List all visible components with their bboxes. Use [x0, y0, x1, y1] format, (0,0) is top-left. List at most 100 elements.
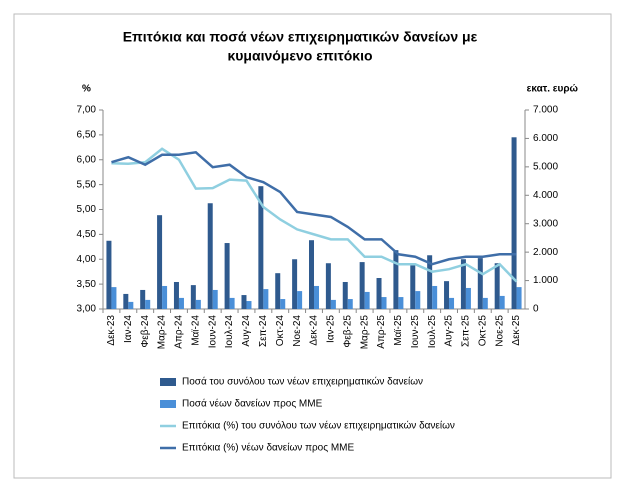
x-tick-label: Οκτ-24 — [275, 315, 286, 347]
bar — [297, 291, 303, 309]
bar — [162, 285, 168, 309]
chart-title: κυμαινόμενο επιτόκιο — [227, 48, 372, 64]
x-tick-label: Ιαν-24 — [123, 315, 134, 343]
bar — [460, 259, 466, 309]
bar — [381, 297, 387, 309]
y-tick-label: 5,00 — [77, 204, 97, 215]
y2-tick-label: 0 — [533, 304, 539, 315]
y2-tick-label: 4.000 — [533, 190, 558, 201]
bar — [347, 299, 353, 309]
x-tick-label: Δεκ-24 — [309, 315, 320, 346]
x-tick-label: Μαρ-24 — [157, 315, 168, 350]
y-tick-label: 6,00 — [77, 154, 97, 165]
bar — [157, 215, 163, 309]
bar — [359, 262, 365, 309]
x-tick-label: Ιουλ-25 — [427, 315, 438, 349]
bar — [314, 285, 319, 309]
x-tick-label: Σεπ-25 — [461, 315, 472, 347]
bar — [140, 289, 146, 309]
x-tick-label: Μαϊ-25 — [393, 315, 404, 346]
bar — [309, 240, 314, 309]
y-tick-label: 4,00 — [77, 254, 97, 265]
y-axis-label: % — [82, 84, 91, 95]
bar — [444, 281, 450, 309]
x-tick-label: Ιουν-25 — [410, 315, 421, 349]
bar — [376, 278, 382, 309]
x-tick-label: Νοε-24 — [292, 315, 303, 347]
line — [111, 147, 518, 283]
bar — [398, 297, 404, 309]
x-tick-label: Οκτ-25 — [477, 315, 488, 347]
y2-axis-label: εκατ. ευρώ — [527, 84, 579, 95]
legend-label: Ποσά νέων δανείων προς ΜΜΕ — [182, 398, 323, 410]
x-tick-label: Ιουν-24 — [207, 315, 218, 349]
bar — [229, 297, 235, 309]
y-tick-label: 7,00 — [77, 105, 97, 116]
y-tick-label: 3,50 — [77, 279, 97, 290]
bar — [258, 186, 264, 309]
bar — [106, 240, 112, 309]
bar — [449, 297, 455, 309]
bar — [330, 299, 336, 309]
x-tick-label: Αυγ-24 — [241, 315, 252, 347]
bar — [111, 287, 117, 309]
legend-label: Ποσά του συνόλου των νέων επιχειρηματικώ… — [182, 376, 423, 388]
bar — [224, 243, 230, 309]
bar — [465, 287, 471, 309]
bar — [275, 273, 281, 309]
bar — [325, 263, 331, 309]
legend-swatch — [160, 378, 176, 386]
bar — [123, 293, 129, 309]
bar — [432, 285, 438, 309]
bar — [212, 289, 218, 309]
bar — [178, 297, 184, 309]
y2-tick-label: 5.000 — [533, 161, 558, 172]
bar — [511, 137, 517, 309]
x-tick-label: Ιαν-25 — [326, 315, 337, 343]
x-tick-label: Μαϊ-24 — [190, 315, 201, 346]
bar — [190, 285, 196, 309]
bar — [280, 299, 286, 309]
legend-label: Επιτόκια (%) του συνόλου των νέων επιχει… — [182, 420, 455, 432]
y2-tick-label: 7.000 — [533, 105, 558, 116]
bar — [128, 301, 134, 309]
x-tick-label: Σεπ-24 — [258, 315, 269, 347]
x-tick-label: Απρ-24 — [174, 315, 185, 349]
bar — [145, 299, 151, 309]
x-tick-label: Νοε-25 — [494, 315, 505, 347]
bar — [494, 263, 500, 309]
bar — [415, 291, 421, 309]
y-tick-label: 3,00 — [77, 304, 97, 315]
x-tick-label: Ιουλ-24 — [224, 315, 235, 349]
x-tick-label: Δεκ-25 — [511, 315, 522, 346]
y2-tick-label: 2.000 — [533, 247, 558, 258]
bar — [241, 295, 247, 309]
bar — [364, 291, 370, 309]
bar — [246, 301, 252, 309]
bar — [499, 295, 505, 309]
x-tick-label: Απρ-25 — [376, 315, 387, 349]
y-tick-label: 6,50 — [77, 130, 97, 141]
bar — [342, 281, 348, 309]
y2-tick-label: 1.000 — [533, 275, 558, 286]
x-tick-label: Αυγ-25 — [444, 315, 455, 347]
bar — [173, 281, 179, 309]
line — [111, 150, 517, 266]
bar — [516, 287, 522, 309]
bar — [393, 250, 399, 309]
bar — [477, 258, 483, 309]
bar — [292, 259, 298, 309]
legend-label: Επιτόκια (%) νέων δανείων προς ΜΜΕ — [182, 442, 354, 454]
chart-title: Επιτόκια και ποσά νέων επιχειρηματικών δ… — [123, 29, 478, 45]
bar — [207, 203, 213, 309]
x-tick-label: Δεκ-23 — [106, 315, 117, 346]
x-tick-label: Φεβ-24 — [140, 315, 151, 348]
y-tick-label: 5,50 — [77, 179, 97, 190]
bar — [482, 297, 488, 309]
bar — [410, 263, 416, 309]
y2-tick-label: 3.000 — [533, 218, 558, 229]
bar — [427, 255, 433, 309]
y2-tick-label: 6.000 — [533, 133, 558, 144]
bar — [263, 289, 269, 309]
